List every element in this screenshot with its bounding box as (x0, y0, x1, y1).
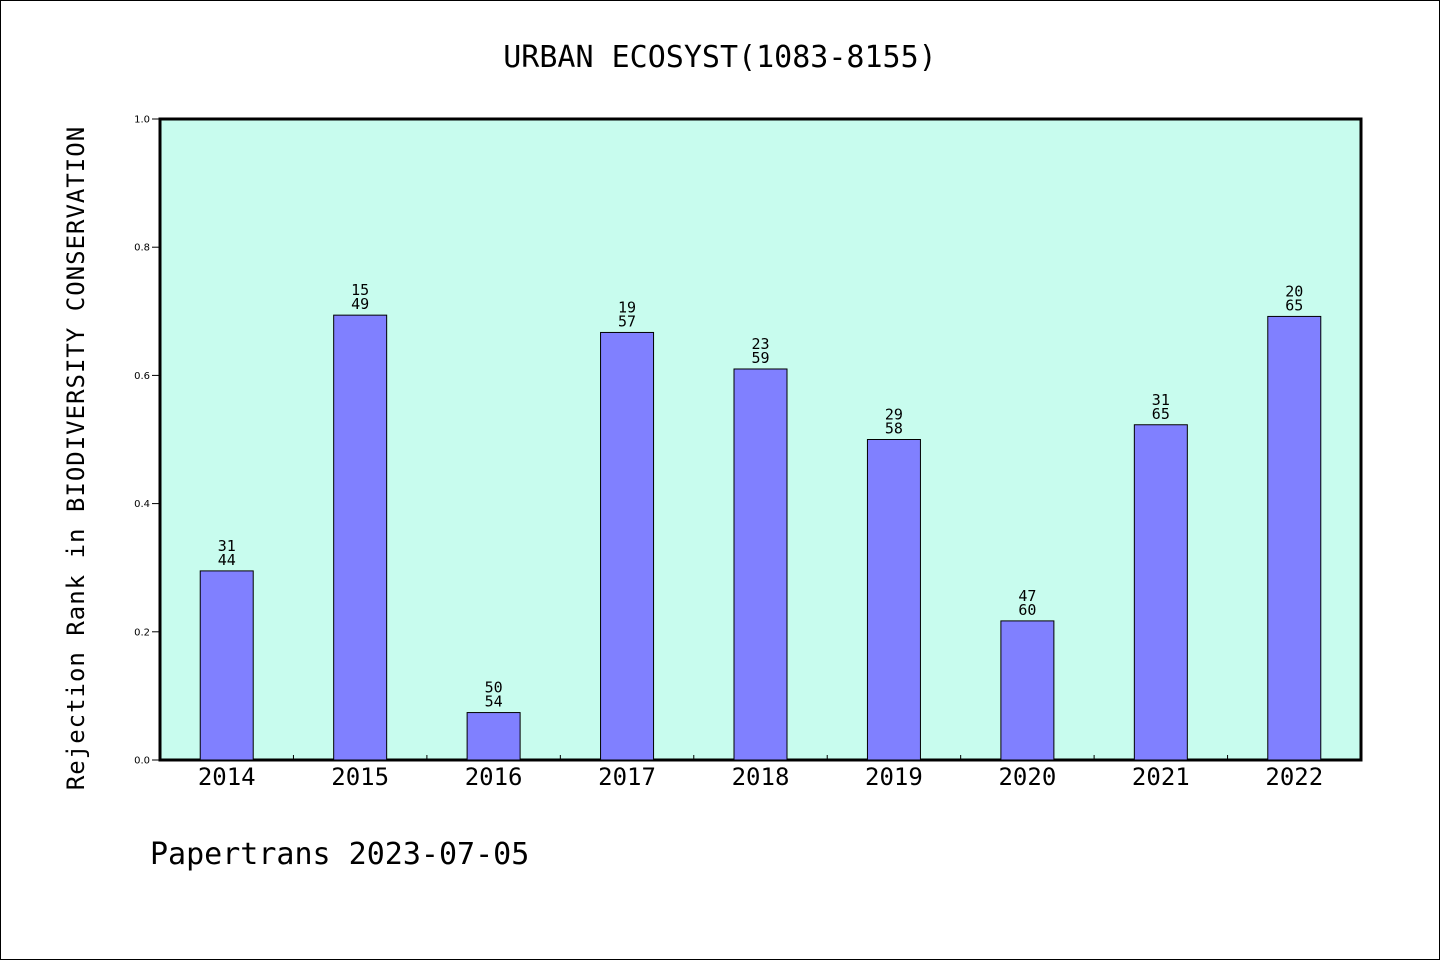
data-label-bottom: 59 (751, 349, 769, 367)
bars (199, 314, 1322, 761)
x-tick-label: 2019 (865, 763, 923, 791)
x-tick-label: 2021 (1132, 763, 1190, 791)
bar-2022 (1267, 315, 1322, 761)
x-tick-label: 2022 (1265, 763, 1323, 791)
axis-ticks: 0.0 0.2 0.4 0.6 0.8 1.0 (134, 115, 1229, 767)
x-tick-label: 2018 (732, 763, 790, 791)
bar-2019 (866, 439, 921, 761)
data-label-top: 47 (1018, 587, 1036, 605)
data-label-bottom: 54 (485, 693, 503, 711)
bar-2016 (466, 712, 521, 761)
bar-2017 (600, 331, 655, 761)
y-tick-label: 0.2 (134, 627, 150, 638)
data-label-bottom: 44 (218, 551, 236, 569)
chart-title: URBAN ECOSYST(1083-8155) (503, 40, 936, 75)
data-label-bottom: 57 (618, 312, 636, 330)
bar-2015 (333, 314, 388, 761)
x-tick-label: 2016 (465, 763, 523, 791)
y-tick-label: 0.4 (134, 499, 150, 510)
x-tick-label: 2017 (598, 763, 656, 791)
x-tick-label: 2015 (331, 763, 389, 791)
x-tick-label: 2014 (198, 763, 256, 791)
data-label-top: 29 (885, 406, 903, 424)
y-tick-label: 0.6 (134, 371, 150, 382)
data-label-top: 50 (485, 679, 503, 697)
x-tick-labels: 2014 2015 2016 2017 2018 2019 2020 2021 2022 (198, 763, 1323, 791)
bar-2018 (733, 368, 788, 761)
data-label-bottom: 58 (885, 420, 903, 438)
data-label-bottom: 65 (1152, 405, 1170, 423)
bar-2021 (1133, 424, 1188, 761)
data-label-bottom: 49 (351, 295, 369, 313)
data-label-top: 31 (218, 537, 236, 555)
data-label-top: 15 (351, 281, 369, 299)
data-label-bottom: 60 (1018, 601, 1036, 619)
data-label-top: 23 (751, 335, 769, 353)
bar-2020 (1000, 620, 1055, 761)
data-label-bottom: 65 (1285, 296, 1303, 314)
y-axis-label: Rejection Rank in BIODIVERSITY CONSERVAT… (62, 126, 90, 790)
footer-text: Papertrans 2023-07-05 (150, 837, 529, 872)
x-tick-label: 2020 (998, 763, 1056, 791)
y-tick-label: 0.8 (134, 243, 150, 254)
data-label-top: 20 (1285, 282, 1303, 300)
data-label-top: 19 (618, 298, 636, 316)
y-tick-label: 0.0 (134, 756, 150, 767)
y-tick-label: 1.0 (134, 115, 150, 126)
bar-2014 (199, 570, 254, 761)
data-label-top: 31 (1152, 391, 1170, 409)
